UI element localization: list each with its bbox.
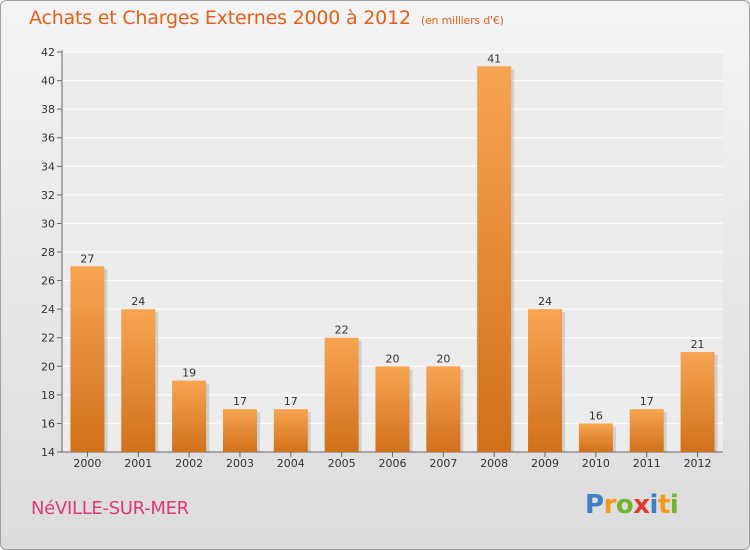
town-name: NéVILLE-SUR-MER [31,498,189,519]
chart-unit: (en milliers d'€) [420,14,504,27]
bar [426,366,461,452]
chart-title-text: Achats et Charges Externes 2000 à 2012 [29,7,411,29]
data-label: 22 [335,324,349,337]
y-tick-label: 16 [41,417,55,430]
x-tick-label: 2000 [73,457,101,470]
y-tick-label: 30 [41,217,55,230]
y-tick-label: 42 [41,46,55,59]
x-tick-label: 2004 [277,457,305,470]
bar [172,380,207,452]
x-tick-label: 2003 [226,457,254,470]
bar [375,366,410,452]
data-label: 27 [80,252,94,265]
data-label: 17 [233,395,247,408]
x-tick-label: 2012 [684,457,712,470]
y-tick-label: 28 [41,246,55,259]
y-tick-label: 34 [41,160,55,173]
data-label: 20 [436,352,450,365]
bar [680,352,715,452]
y-tick-label: 18 [41,389,55,402]
proxiti-logo: Proxiti [585,490,679,520]
data-label: 17 [284,395,298,408]
y-tick-label: 20 [41,360,55,373]
data-label: 17 [640,395,654,408]
bar [578,423,613,452]
y-tick-label: 40 [41,75,55,88]
data-label: 21 [691,338,705,351]
y-tick-label: 32 [41,189,55,202]
data-label: 16 [589,409,603,422]
y-tick-label: 26 [41,275,55,288]
y-tick-label: 22 [41,332,55,345]
bar [273,409,308,452]
x-tick-label: 2001 [124,457,152,470]
data-label: 24 [538,295,552,308]
bar [477,66,512,453]
y-tick-label: 38 [41,103,55,116]
y-tick-label: 14 [41,446,55,459]
x-tick-label: 2009 [531,457,559,470]
x-tick-label: 2006 [379,457,407,470]
x-tick-label: 2008 [480,457,508,470]
x-tick-label: 2010 [582,457,610,470]
y-tick-label: 36 [41,132,55,145]
data-label: 24 [131,295,145,308]
bar [222,409,257,452]
x-tick-label: 2002 [175,457,203,470]
bar [528,309,563,452]
data-label: 20 [386,352,400,365]
chart-title: Achats et Charges Externes 2000 à 2012 (e… [29,7,504,29]
data-label: 19 [182,367,196,380]
bar [629,409,664,452]
x-tick-label: 2011 [633,457,661,470]
bar [70,266,105,452]
bar [121,309,156,452]
x-tick-label: 2005 [328,457,356,470]
bar [324,337,359,452]
data-label: 41 [487,52,501,65]
x-tick-label: 2007 [429,457,457,470]
y-tick-label: 24 [41,303,55,316]
